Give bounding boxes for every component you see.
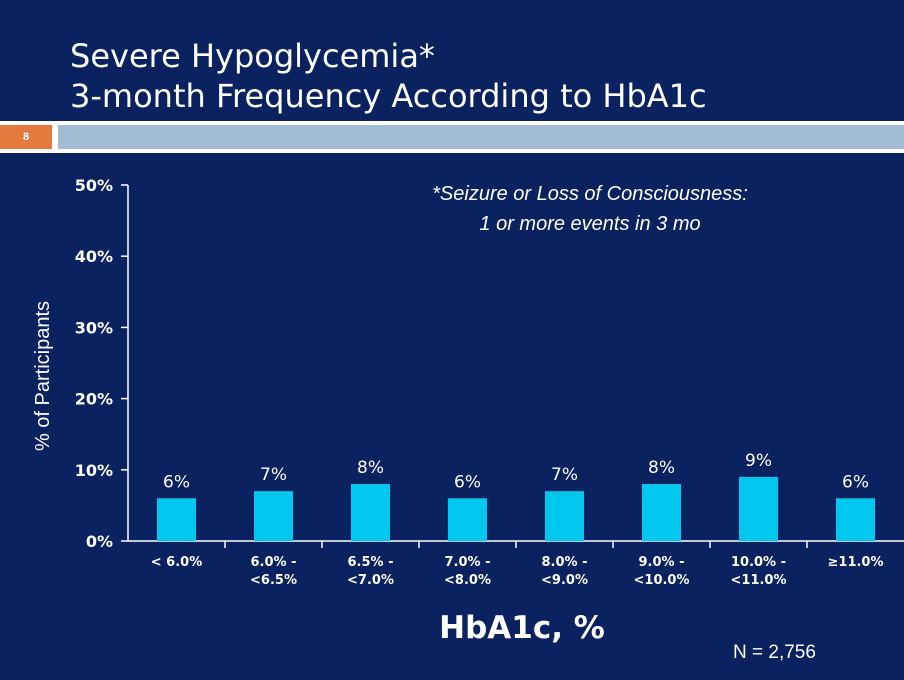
- y-axis-label: % of Participants: [32, 301, 54, 451]
- bar: [545, 491, 584, 541]
- bar: [351, 484, 390, 541]
- y-tick-label: 20%: [75, 390, 113, 409]
- data-label: 9%: [745, 451, 772, 471]
- sample-size-note: N = 2,756: [733, 642, 816, 663]
- data-label: 8%: [357, 458, 384, 478]
- x-tick-label: ≥11.0%: [828, 555, 884, 570]
- slide-title-line-2: 3-month Frequency According to HbA1c: [70, 77, 707, 115]
- y-tick-label: 50%: [75, 176, 113, 195]
- data-label: 6%: [454, 472, 481, 492]
- x-tick-label: 9.0% -<10.0%: [634, 555, 690, 588]
- slide-title: Severe Hypoglycemia* 3-month Frequency A…: [70, 36, 707, 116]
- y-axis: 0% 10% 20% 30% 40% 50%: [75, 176, 129, 551]
- footnote-line-1: *Seizure or Loss of Consciousness:: [432, 183, 748, 205]
- data-label: 6%: [163, 472, 190, 492]
- bar: [157, 498, 196, 541]
- x-tick-label: 10.0% -<11.0%: [731, 555, 787, 588]
- slide-number: 8: [0, 125, 52, 149]
- x-tick-label: < 6.0%: [151, 555, 202, 570]
- x-axis-label: HbA1c, %: [439, 610, 605, 646]
- x-tick-label: 8.0% -<9.0%: [541, 555, 588, 588]
- y-tick-label: 0%: [86, 532, 113, 551]
- x-tick-label: 7.0% -<8.0%: [444, 555, 491, 588]
- bar: [448, 498, 487, 541]
- x-axis: < 6.0% 6.0% -<6.5% 6.5% -<7.0% 7.0% -<8.0% 8…: [128, 540, 904, 588]
- y-tick-label: 30%: [75, 318, 113, 337]
- data-label: 7%: [551, 465, 578, 485]
- slide-title-line-1: Severe Hypoglycemia*: [70, 37, 435, 75]
- data-label: 7%: [260, 465, 287, 485]
- y-tick-label: 40%: [75, 247, 113, 266]
- bar: [642, 484, 681, 541]
- y-tick-label: 10%: [75, 461, 113, 480]
- bar: [739, 476, 778, 541]
- bar: [836, 498, 875, 541]
- bars: 6% 7% 8% 6% 7% 8% 9% 6%: [157, 451, 875, 541]
- accent-bar: [58, 125, 904, 149]
- data-label: 8%: [648, 458, 675, 478]
- x-tick-label: 6.5% -<7.0%: [347, 555, 394, 588]
- bar: [254, 491, 293, 541]
- footnote-line-2: 1 or more events in 3 mo: [479, 213, 700, 235]
- data-label: 6%: [842, 472, 869, 492]
- x-tick-label: 6.0% -<6.5%: [250, 555, 297, 588]
